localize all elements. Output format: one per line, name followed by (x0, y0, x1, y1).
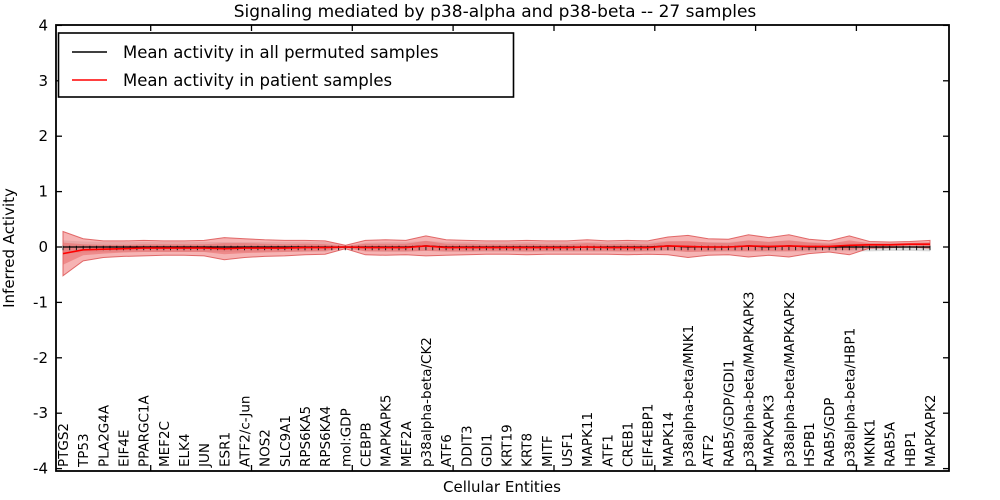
y-tick-label: -2 (33, 349, 48, 367)
x-category-label: MITF (540, 435, 556, 467)
y-tick-label: 4 (38, 16, 48, 34)
x-category-label: EIF4EBP1 (641, 404, 657, 467)
x-category-label: NOS2 (258, 429, 274, 467)
patient-mean-line (62, 243, 930, 255)
x-category-label: RPS6KA4 (318, 406, 334, 467)
x-axis-label: Cellular Entities (443, 478, 561, 496)
x-category-label: PPARGC1A (137, 394, 153, 467)
x-category-label: RAB5/GDP (822, 398, 838, 467)
x-category-label: ESR1 (217, 432, 233, 467)
y-tick-label: 0 (38, 238, 48, 256)
x-category-label: MKNK1 (863, 419, 879, 467)
x-category-label: ATF1 (600, 434, 616, 467)
y-tick-label: 3 (38, 72, 48, 90)
x-category-label: p38alpha-beta/CK2 (419, 337, 435, 467)
y-tick-label: 2 (38, 127, 48, 145)
x-category-label: MEF2C (157, 421, 173, 467)
x-category-label: GDI1 (479, 434, 495, 467)
x-category-label: EIF4E (117, 430, 133, 467)
x-category-label: ATF6 (439, 434, 455, 467)
x-category-label: DDIT3 (459, 425, 475, 467)
x-category-label: ATF2 (701, 434, 717, 467)
x-category-label: CEBPB (358, 422, 374, 467)
x-category-label: JUN (197, 443, 213, 468)
x-category-label: PLA2G4A (96, 404, 112, 467)
patient-confidence-band-outer (62, 230, 931, 277)
chart-title: Signaling mediated by p38-alpha and p38-… (234, 2, 757, 22)
x-category-label: KRT19 (500, 424, 516, 467)
legend-label-patient: Mean activity in patient samples (123, 71, 392, 90)
y-tick-label: -1 (33, 293, 48, 311)
x-category-label: p38alpha-beta/MAPKAPK3 (742, 292, 758, 468)
x-category-label: MAPK11 (580, 412, 596, 467)
x-category-label: HBP1 (903, 431, 919, 467)
x-category-label: p38alpha-beta/MAPKAPK2 (782, 292, 798, 468)
x-category-label: RAB5/GDP/GDI1 (721, 360, 737, 467)
x-category-label: RPS6KA5 (298, 406, 314, 467)
x-category-label: KRT8 (520, 433, 536, 467)
y-axis-label: Inferred Activity (0, 188, 18, 308)
x-category-label: HSPB1 (802, 422, 818, 467)
x-category-label: p38alpha-beta/MNK1 (681, 325, 697, 467)
x-category-label: MAPKAPK5 (379, 395, 395, 467)
legend-label-permuted: Mean activity in all permuted samples (123, 43, 439, 62)
legend: Mean activity in all permuted samples Me… (57, 32, 515, 98)
y-tick-label: -3 (33, 404, 48, 422)
plot-frame (55, 24, 950, 472)
x-category-label: MAPKAPK2 (923, 395, 939, 467)
x-category-label: MAPKAPK3 (762, 395, 778, 467)
x-category-label: USF1 (560, 432, 576, 467)
y-tick-label: 1 (38, 183, 48, 201)
plot-area: 4 3 2 1 0 -1 -2 -3 -4 PTGS2 TP53 PLA2G4A EIF4E PPARGC… (33, 16, 949, 478)
x-category-label: ELK4 (177, 434, 193, 468)
x-category-label: SLC9A1 (278, 415, 294, 467)
x-category-label: MAPK14 (661, 412, 677, 467)
x-category-label: p38alpha-beta/HBP1 (842, 328, 858, 467)
x-category-label: mol:GDP (338, 408, 354, 467)
x-category-label: MEF2A (399, 420, 415, 467)
x-category-label: RAB5A (883, 421, 899, 467)
legend-box (57, 32, 515, 98)
y-tick-label: -4 (33, 460, 48, 478)
x-category-label: PTGS2 (56, 423, 72, 467)
x-category-label: TP53 (76, 433, 92, 468)
x-category-label: CREB1 (621, 422, 637, 467)
x-category-label: ATF2/c-Jun (238, 396, 254, 467)
